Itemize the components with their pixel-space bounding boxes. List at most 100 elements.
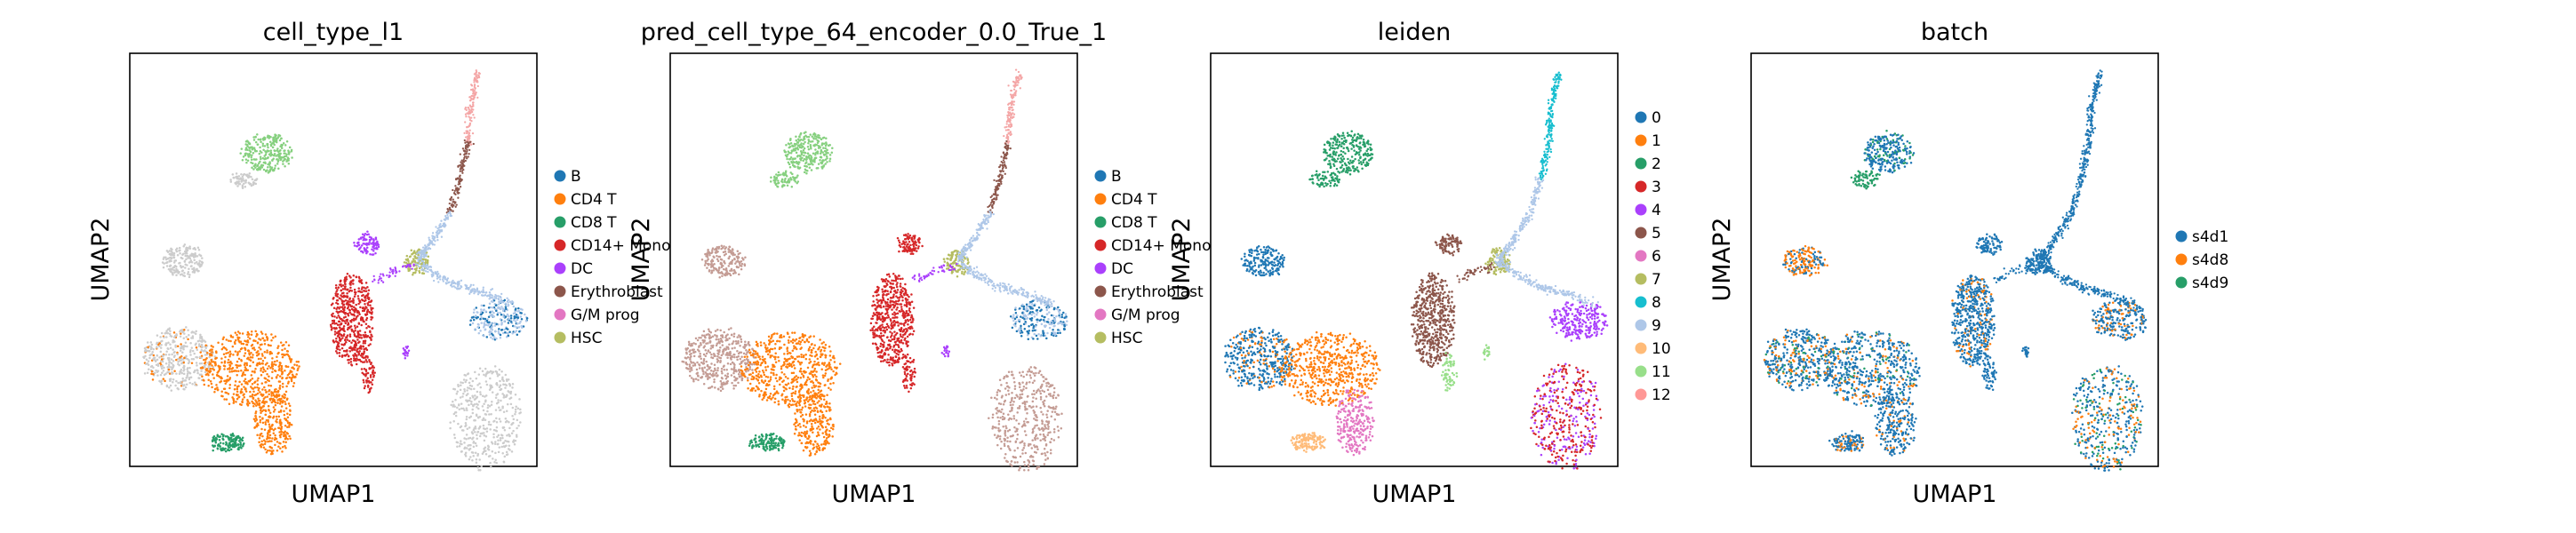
cell-point-bottomGreen: [218, 438, 221, 442]
cell-point-cd4Lower: [254, 412, 257, 415]
cell-point-leftGroup: [190, 346, 194, 349]
cell-point-greenTail: [796, 174, 799, 177]
cell-point-rightTop: [493, 324, 497, 327]
cell-point-cd4Main: [216, 388, 220, 392]
cell-point-leftGroup: [193, 352, 196, 355]
cell-point-rightLow: [465, 434, 468, 436]
cell-point-erythroid: [420, 249, 423, 251]
cell-point-cd4Main: [252, 390, 255, 394]
cell-point-greenTop: [259, 155, 262, 159]
cell-point-greenTop: [268, 135, 271, 138]
cell-point-leftGroup: [731, 381, 733, 385]
cell-point-leftGroup: [723, 330, 725, 334]
cell-point-erythroid: [468, 131, 471, 134]
cell-point-rightTop: [474, 314, 477, 317]
cell-point-cd4Main: [244, 390, 248, 393]
legend-marker: [554, 216, 566, 228]
cell-point-hsc-to-b: [427, 270, 429, 274]
cell-point-hsc-to-b: [488, 291, 492, 294]
cell-point-greenTail: [794, 180, 797, 183]
cell-point-leftGroup: [173, 370, 176, 372]
cell-point-greyLeft: [703, 264, 707, 266]
cell-point-leftGroup: [714, 330, 717, 332]
cell-point-cd4Main: [228, 366, 231, 370]
cell-point-rightLow: [476, 406, 478, 409]
cell-point-leftGroup: [751, 347, 754, 350]
cell-point-leftGroup: [156, 370, 160, 372]
cell-point-greenTop: [267, 146, 269, 149]
cell-point-rightLow: [468, 426, 471, 429]
cell-point-leftGroup: [719, 346, 722, 349]
cell-point-greenTop: [824, 163, 827, 165]
cell-point-rightTop: [496, 313, 499, 316]
cell-point-erythroid: [466, 131, 468, 133]
cell-point-cd4Main: [216, 371, 219, 374]
cell-point-greyLeft: [729, 261, 732, 265]
cell-point-cd4Main: [227, 358, 230, 362]
cell-point-rightLow: [509, 402, 513, 406]
cell-point-rightLow: [492, 433, 495, 435]
cell-point-mono: [364, 314, 367, 316]
cell-point-greenTop: [803, 137, 805, 139]
cell-point-dot: [406, 351, 410, 354]
cell-point-cd4Lower: [276, 391, 280, 394]
cell-point-cd4Main: [224, 391, 227, 394]
cell-point-cd4Lower: [285, 431, 289, 434]
cell-point-leftGroup: [721, 385, 724, 388]
cell-point-greyLeft: [169, 270, 172, 274]
cell-point-greenTail: [777, 171, 780, 174]
cell-point-leftGroup: [201, 338, 204, 340]
cell-point-rightLow: [492, 428, 496, 432]
cell-point-greyLeft: [200, 260, 204, 263]
cell-point-rightLow: [472, 440, 476, 443]
cell-point-cd4Lower: [262, 446, 266, 449]
cell-point-leftGroup: [179, 349, 182, 352]
cell-point-mono: [350, 307, 354, 311]
cell-point-cd4Lower: [260, 427, 263, 431]
cell-point-leftGroup: [190, 358, 194, 361]
cell-point-leftGroup: [694, 350, 697, 354]
cell-point-greyLeft: [189, 265, 193, 268]
cell-point-cd4Main: [249, 356, 252, 359]
cell-point-leftGroup: [181, 351, 184, 354]
cell-point-rightTop: [499, 318, 502, 321]
cell-point-leftGroup: [734, 370, 738, 372]
cell-point-rightLow: [481, 370, 484, 373]
cell-point-rightTop: [509, 316, 513, 320]
cell-point-rightLow: [477, 407, 480, 410]
cell-point-hsc-to-b: [476, 293, 480, 296]
cell-point-bottomGreen: [233, 445, 236, 449]
cell-point-leftGroup: [180, 345, 183, 347]
cell-point-leftGroup: [723, 383, 726, 386]
cell-point-rightLow: [502, 460, 506, 464]
cell-point-leftGroup: [185, 377, 188, 379]
cell-point-cd4Main: [284, 347, 286, 350]
cell-point-hsc-to-b: [473, 288, 476, 290]
cell-point-cd4Lower: [279, 409, 283, 412]
cell-point-erythroid: [465, 115, 468, 118]
cell-point-greyLeft: [716, 259, 720, 263]
cell-point-hsc-to-b: [415, 263, 418, 266]
cell-point-cd4Lower: [264, 413, 267, 417]
cell-point-erythroid: [452, 210, 454, 212]
cell-point-rightTop: [517, 306, 520, 310]
cell-point-leftGroup: [188, 376, 191, 379]
legend-marker: [554, 170, 566, 182]
cell-point-rightLow: [476, 431, 479, 434]
cell-point-leftGroup: [732, 371, 735, 375]
cell-point-leftGroup: [163, 373, 166, 377]
cell-point-rightLow: [486, 404, 490, 407]
cell-point-leftGroup: [716, 352, 719, 355]
cell-point-rightTop: [489, 327, 492, 330]
cell-point-cd4Main: [284, 369, 286, 372]
cell-point-greyLeft: [733, 270, 736, 273]
panel-pred-cell-type: pred_cell_type_64_encoder_0.0_True_1 UMA…: [628, 19, 1211, 508]
cell-point-rightLow: [486, 371, 489, 375]
cell-point-greenTop: [273, 136, 276, 139]
cell-point-greenTop: [287, 153, 291, 155]
cell-point-hsc-to-b: [499, 300, 502, 303]
cell-point-mono: [349, 286, 352, 290]
cell-point-cd4Main: [263, 377, 267, 379]
cell-point-dcTop: [356, 244, 359, 248]
cell-point-rightLow: [497, 442, 500, 445]
